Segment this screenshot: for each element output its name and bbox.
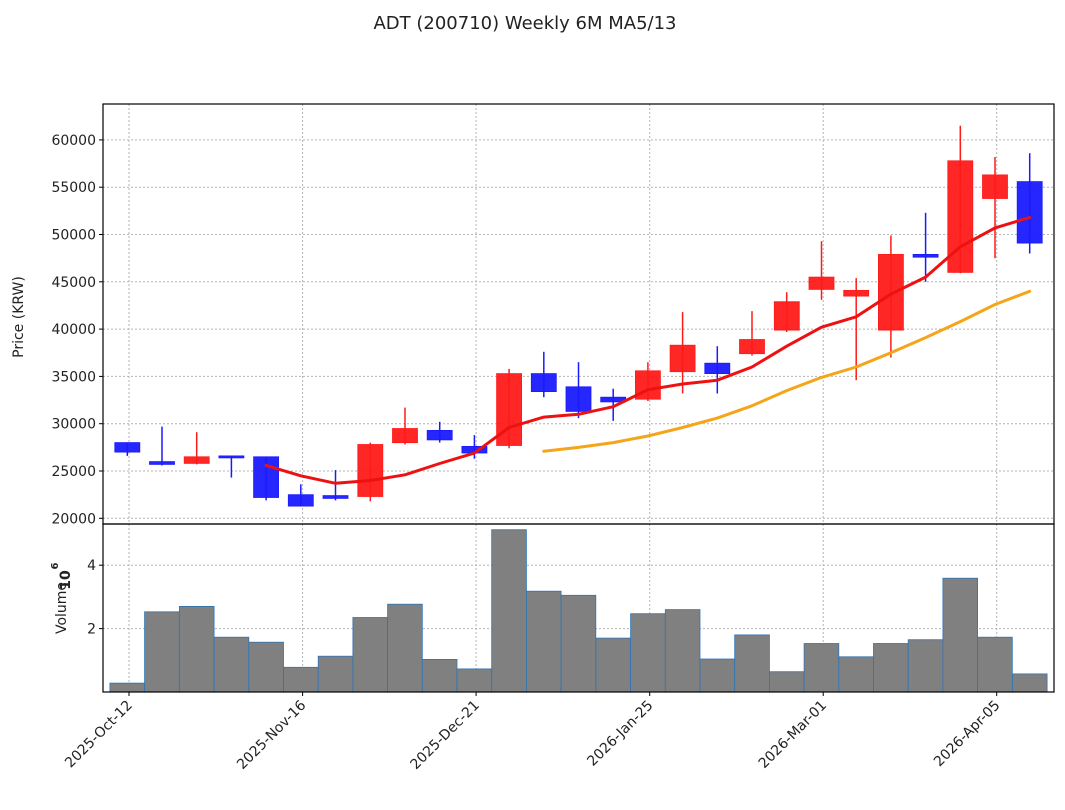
candle-up-body	[392, 428, 418, 444]
candle-down-body	[912, 253, 939, 258]
price-tick-label: 60000	[51, 133, 96, 149]
volume-bar	[352, 617, 388, 693]
candle-down-body	[1016, 181, 1043, 244]
candle-up-body	[357, 444, 384, 497]
volume-bar	[977, 636, 1013, 693]
time-tick-label: 2025-Nov-16	[234, 697, 309, 772]
price-tick-label: 50000	[51, 228, 96, 244]
ma5-line	[264, 216, 1032, 485]
candle-up-body	[669, 344, 696, 373]
candle-up-body	[982, 174, 1008, 199]
price-panel-frame	[102, 103, 1055, 525]
volume-tick-label: 4	[87, 558, 96, 574]
time-tick-label: 2026-Jan-25	[584, 698, 656, 770]
price-tick-label: 30000	[51, 417, 96, 433]
candle-up-body	[773, 301, 800, 331]
volume-bar	[942, 577, 979, 693]
candle-down-body	[114, 442, 141, 453]
volume-bar	[664, 609, 701, 693]
volume-bar	[456, 668, 493, 693]
candle-down-body	[704, 362, 731, 375]
price-axis-label: Price (KRW)	[11, 276, 27, 358]
candle-down-body	[218, 455, 245, 459]
volume-bar	[769, 671, 805, 693]
candle-down-body	[565, 386, 592, 412]
time-tick-label: 2026-Mar-01	[756, 698, 830, 772]
volume-bar	[873, 643, 909, 693]
volume-bar	[630, 613, 666, 693]
volume-bar	[526, 590, 562, 693]
volume-bar	[144, 611, 180, 693]
candle-down-body	[530, 373, 557, 393]
price-tick-label: 35000	[51, 369, 96, 385]
volume-bar	[803, 643, 840, 693]
candle-up-body	[183, 456, 210, 464]
candle-down-body	[426, 429, 453, 441]
volume-scale-exponent: 6	[50, 562, 61, 569]
volume-bar	[560, 594, 597, 693]
volume-bar	[213, 636, 250, 693]
volume-bar	[283, 666, 319, 693]
time-tick-label: 2026-Apr-05	[931, 698, 1004, 771]
volume-scale-label: 10	[58, 570, 74, 590]
candle-down-body	[253, 456, 280, 498]
price-tick-label: 40000	[51, 322, 96, 338]
candle-up-body	[878, 253, 904, 331]
volume-bar	[248, 641, 284, 693]
volume-bar	[699, 658, 736, 693]
candle-up-body	[843, 289, 870, 297]
candle-down-body	[287, 494, 314, 507]
price-tick-label: 55000	[51, 180, 96, 196]
candle-down-body	[149, 461, 175, 465]
time-tick-label: 2025-Oct-12	[62, 698, 136, 772]
axes-frame	[102, 103, 1055, 693]
ma13-line	[542, 289, 1032, 453]
volume-bar	[595, 637, 632, 693]
price-tick-label: 45000	[51, 275, 96, 291]
volume-bar	[838, 656, 874, 693]
volume-bar	[178, 606, 215, 693]
candle-up-body	[635, 370, 661, 400]
candle-up-body	[808, 276, 835, 290]
volume-tick-label: 2	[87, 622, 96, 638]
price-tick-label: 25000	[51, 464, 96, 480]
volume-bar	[421, 659, 458, 693]
moving-average-lines	[264, 216, 1032, 485]
volume-bar	[491, 529, 527, 693]
candlestick-series	[114, 125, 1043, 507]
candle-up-body	[739, 339, 765, 355]
volume-bar	[317, 655, 354, 693]
volume-bar	[109, 682, 146, 693]
time-tick-label: 2025-Dec-21	[408, 698, 483, 773]
volume-axis-label: Volume	[54, 582, 70, 634]
volume-bar	[1012, 673, 1048, 693]
volume-bar	[387, 603, 423, 693]
candle-down-body	[322, 495, 349, 499]
volume-bar	[907, 639, 944, 693]
volume-bar	[734, 634, 770, 693]
volume-bars	[109, 529, 1048, 693]
volume-panel-frame	[102, 523, 1055, 693]
price-tick-label: 20000	[51, 511, 96, 527]
chart-title: ADT (200710) Weekly 6M MA5/13	[373, 13, 676, 34]
